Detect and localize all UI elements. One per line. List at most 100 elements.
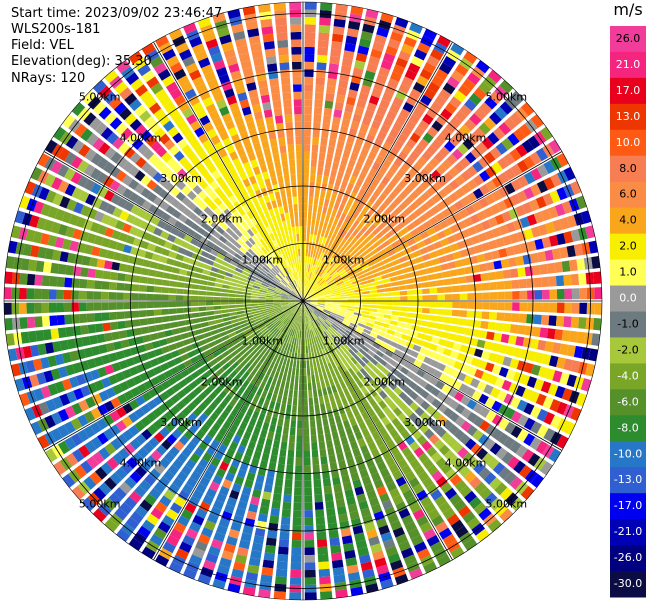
gate-cell [351, 391, 359, 401]
gate-cell [327, 522, 338, 532]
gate-cell [30, 245, 40, 258]
gate-cell [375, 73, 388, 85]
gate-cell [449, 135, 461, 147]
gate-cell [500, 258, 510, 269]
gate-cell [335, 194, 343, 204]
gate-cell [244, 285, 253, 290]
gate-cell [412, 319, 422, 326]
gate-cell [530, 167, 543, 181]
gate-cell [449, 493, 462, 506]
gate-cell [176, 362, 187, 372]
gate-cell [295, 271, 299, 280]
gate-cell [228, 214, 237, 223]
gate-cell [287, 196, 293, 205]
gate-cell [196, 241, 206, 250]
gate-cell [63, 289, 72, 300]
gate-cell [541, 353, 552, 366]
gate-cell [307, 288, 313, 296]
gate-cell [304, 577, 317, 586]
gate-cell [284, 243, 290, 252]
gate-cell [508, 382, 519, 394]
gate-cell [258, 412, 266, 422]
gate-cell [317, 302, 326, 305]
gate-cell [320, 282, 328, 288]
gate-cell [315, 327, 320, 336]
gate-cell [278, 54, 290, 63]
gate-cell [304, 323, 306, 331]
gate-cell [304, 495, 313, 503]
gate-cell [170, 273, 179, 281]
gate-cell [202, 559, 216, 571]
gate-cell [170, 416, 181, 428]
gate-cell [275, 168, 283, 177]
gate-cell [153, 431, 165, 443]
gate-cell [51, 411, 63, 426]
gate-cell [308, 241, 312, 250]
gate-cell [260, 268, 268, 275]
gate-cell [388, 271, 397, 278]
gate-cell [195, 50, 208, 62]
gate-cell [380, 342, 390, 350]
colorbar-bin [610, 207, 646, 235]
gate-cell [378, 212, 388, 222]
gate-cell [232, 338, 241, 346]
gate-cell [345, 266, 353, 273]
gate-cell [234, 229, 243, 238]
gate-cell [366, 63, 378, 74]
gate-cell [210, 52, 223, 64]
gate-cell [274, 370, 280, 380]
gate-cell [458, 318, 467, 326]
gate-cell [535, 147, 549, 162]
gate-cell [164, 181, 175, 192]
gate-cell [149, 533, 164, 547]
field-label: Field: VEL [11, 38, 74, 53]
gate-cell [449, 368, 460, 379]
gate-cell [444, 294, 453, 301]
gate-cell [476, 447, 488, 460]
gate-cell [412, 374, 422, 384]
gate-cell [497, 432, 510, 445]
gate-cell [435, 521, 449, 534]
gate-cell [264, 414, 272, 424]
gate-cell [285, 319, 291, 326]
gate-cell [364, 392, 373, 401]
gate-cell [452, 293, 460, 301]
gate-cell [253, 535, 265, 545]
gate-cell [304, 16, 317, 25]
gate-cell [274, 160, 282, 170]
gate-cell [360, 376, 369, 386]
gate-cell [365, 274, 374, 280]
gate-cell [297, 420, 303, 429]
gate-cell [96, 258, 106, 269]
gate-cell [42, 261, 52, 273]
gate-cell [50, 160, 63, 174]
gate-cell [350, 320, 359, 325]
gate-cell [186, 150, 197, 161]
gate-cell [296, 287, 300, 295]
gate-cell [499, 80, 514, 94]
gate-cell [194, 216, 204, 226]
gate-cell [195, 162, 206, 173]
gate-cell [341, 535, 353, 545]
gate-cell [370, 543, 383, 554]
gate-cell [300, 256, 303, 264]
gate-cell [382, 433, 392, 443]
gate-cell [355, 414, 364, 424]
gate-cell [149, 358, 160, 367]
gate-cell [368, 223, 377, 232]
gate-cell [243, 231, 251, 240]
gate-cell [573, 345, 584, 359]
gate-cell [320, 213, 326, 222]
gate-cell [399, 108, 411, 120]
gate-cell [38, 187, 50, 201]
gate-cell [178, 435, 190, 446]
gate-cell [397, 179, 408, 190]
gate-cell [436, 287, 445, 294]
gate-cell [340, 248, 348, 257]
gate-cell [257, 436, 266, 446]
gate-cell [248, 274, 257, 280]
gate-cell [326, 507, 336, 517]
gate-cell [549, 190, 561, 204]
gate-cell [391, 310, 400, 316]
gate-cell [266, 308, 275, 313]
